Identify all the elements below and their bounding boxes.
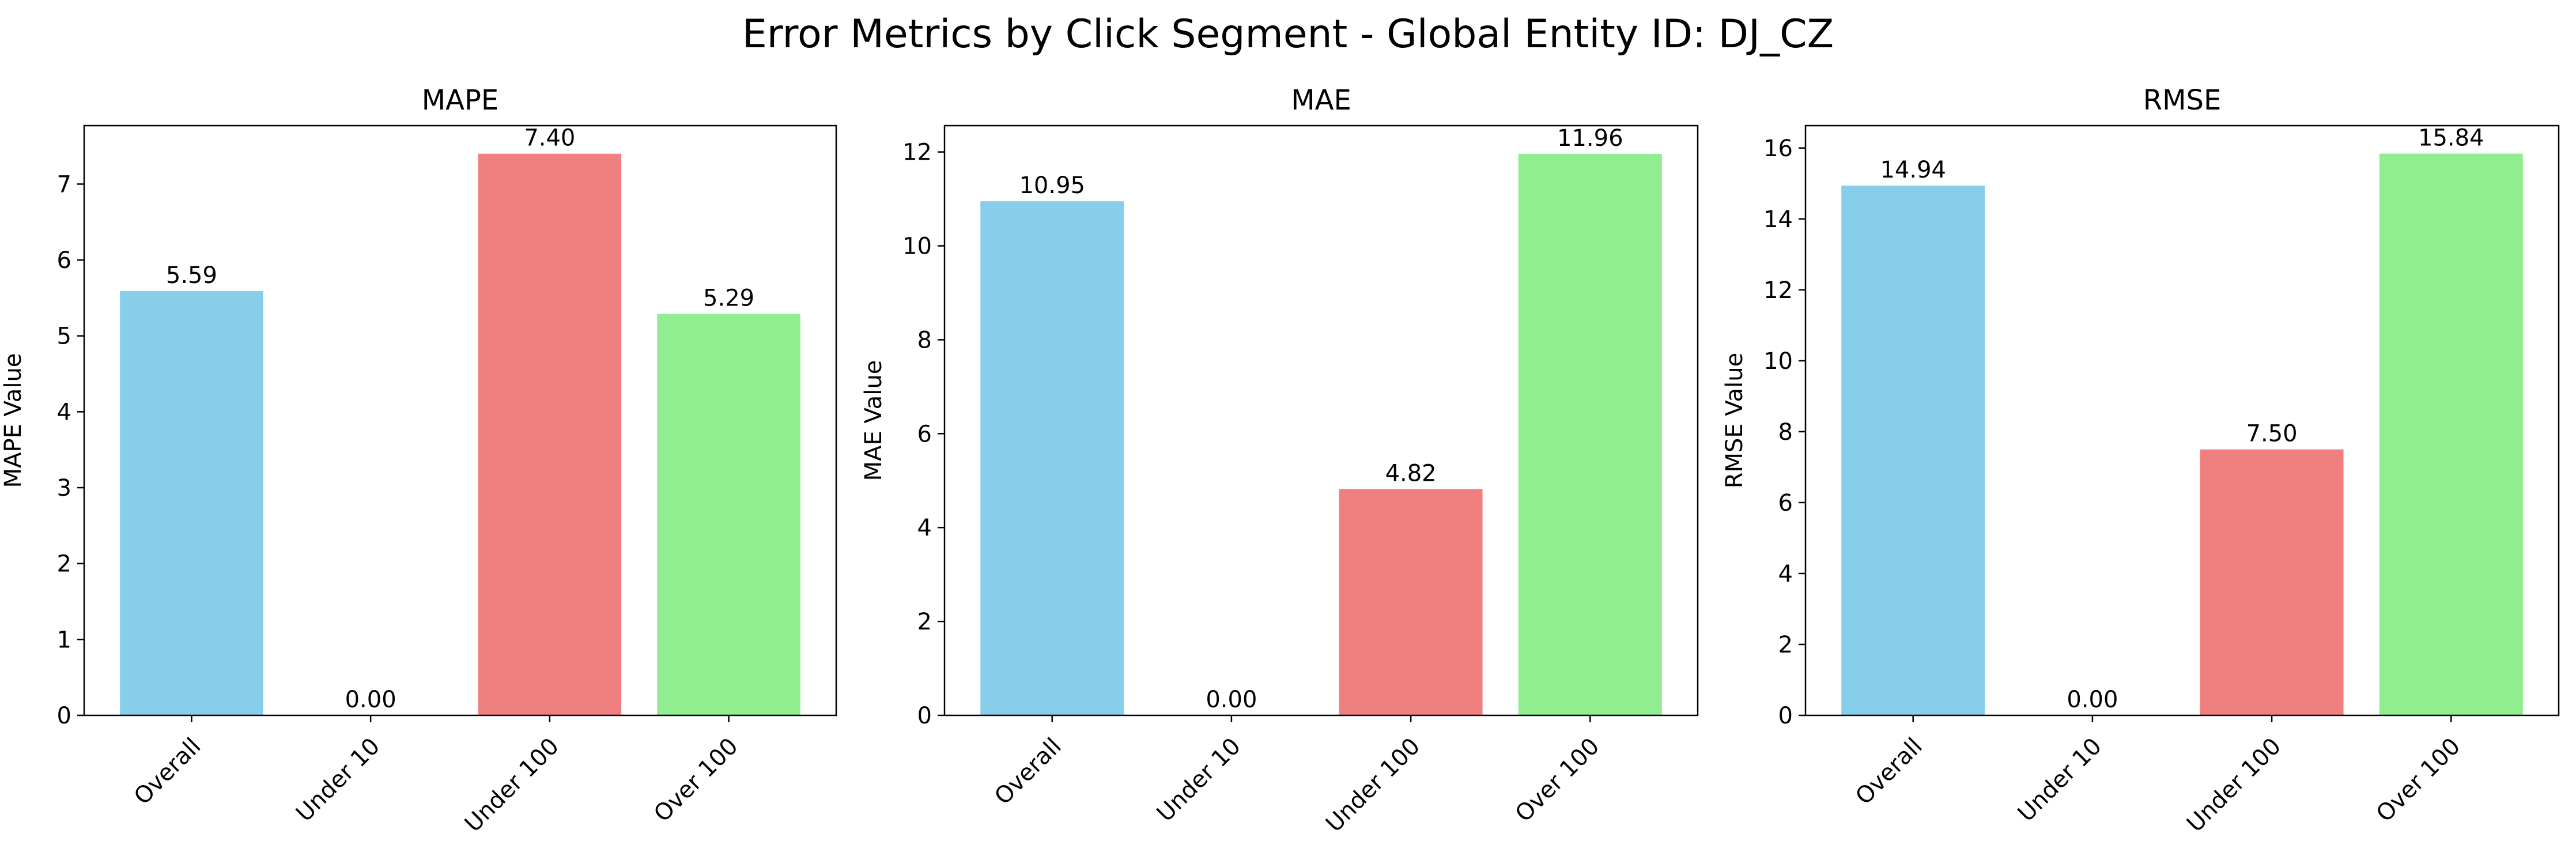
bar-value-label: 0.00	[2067, 687, 2118, 713]
y-tick-label: 6	[917, 421, 932, 447]
x-tick-label: Over 100	[2371, 733, 2466, 828]
bar-value-label: 15.84	[2418, 125, 2484, 152]
axes-frame	[943, 125, 1699, 717]
bar-overall	[980, 201, 1124, 716]
x-tick-label: Overall	[1850, 733, 1928, 810]
bar-over-100	[2379, 153, 2523, 715]
y-tick-label: 7	[57, 171, 71, 198]
x-tick-label: Overall	[989, 733, 1067, 810]
y-axis-label: RMSE Value	[1721, 353, 1748, 489]
bar-value-label: 14.94	[1880, 157, 1946, 183]
bar-over-100	[657, 314, 800, 715]
x-tick-label: Under 10	[1152, 733, 1246, 827]
bar-under-100	[1339, 489, 1483, 715]
y-tick-label: 12	[902, 139, 932, 166]
bar-overall	[120, 291, 263, 716]
x-tick-label: Under 10	[2013, 733, 2107, 827]
y-tick-label: 0	[57, 703, 71, 729]
axes-frame	[1804, 125, 2560, 717]
x-tick-label: Under 10	[291, 733, 385, 827]
y-tick-label: 0	[917, 703, 932, 729]
panel-title: MAE	[1291, 84, 1351, 116]
bar-overall	[1841, 185, 1985, 715]
y-tick-label: 2	[57, 551, 71, 578]
x-tick-label: Over 100	[1510, 733, 1605, 828]
bar-value-label: 7.40	[524, 125, 575, 152]
figure-title: Error Metrics by Click Segment - Global …	[742, 12, 1834, 57]
panel-title: MAPE	[422, 84, 499, 116]
y-tick-label: 4	[57, 399, 71, 425]
y-tick-label: 4	[917, 515, 932, 541]
bar-value-label: 4.82	[1385, 460, 1437, 487]
bar-value-label: 0.00	[1206, 687, 1257, 713]
bar-value-label: 7.50	[2246, 421, 2298, 447]
x-tick-label: Under 100	[1321, 733, 1425, 838]
axes-frame	[83, 125, 837, 717]
x-tick-label: Under 100	[2182, 733, 2286, 838]
y-tick-label: 3	[57, 475, 71, 501]
y-tick-label: 8	[1778, 419, 1793, 446]
y-tick-label: 2	[1778, 632, 1793, 658]
y-tick-label: 8	[917, 327, 932, 353]
y-axis-label: MAE Value	[860, 360, 887, 481]
y-tick-label: 14	[1763, 206, 1793, 233]
y-tick-label: 5	[57, 323, 71, 350]
y-tick-label: 6	[57, 247, 71, 274]
bar-value-label: 5.59	[166, 262, 217, 289]
panel-title: RMSE	[2143, 84, 2222, 116]
y-tick-label: 10	[1763, 348, 1793, 375]
x-tick-label: Over 100	[649, 733, 743, 828]
chart-panel-1: MAPE 5.59 0.00 7.40 5.29 0 1 2 3 4 5 6 7 Overall Under…	[0, 84, 837, 838]
bar-value-label: 5.29	[703, 285, 754, 312]
bar-over-100	[1518, 153, 1662, 716]
y-axis-label: MAPE Value	[0, 353, 27, 488]
y-tick-label: 1	[57, 627, 71, 653]
bar-value-label: 11.96	[1557, 125, 1623, 152]
bar-value-label: 0.00	[345, 687, 396, 713]
y-tick-label: 2	[917, 609, 932, 635]
x-tick-label: Under 100	[460, 733, 564, 838]
y-tick-label: 16	[1763, 135, 1793, 162]
x-tick-label: Overall	[129, 733, 206, 810]
bar-under-100	[478, 153, 622, 715]
y-tick-label: 10	[902, 233, 932, 260]
bar-value-label: 10.95	[1019, 172, 1085, 199]
y-tick-label: 12	[1763, 277, 1793, 304]
y-tick-label: 0	[1778, 703, 1793, 729]
chart-panel-3: RMSE 14.94 0.00 7.50 15.84 0 2 4 6 8 10 12 14 16 Overa…	[1721, 84, 2560, 838]
y-tick-label: 4	[1778, 561, 1793, 587]
y-tick-label: 6	[1778, 490, 1793, 516]
chart-panel-2: MAE 10.95 0.00 4.82 11.96 0 2 4 6 8 10 12 Overall Und…	[860, 84, 1699, 838]
bar-under-100	[2200, 449, 2344, 715]
